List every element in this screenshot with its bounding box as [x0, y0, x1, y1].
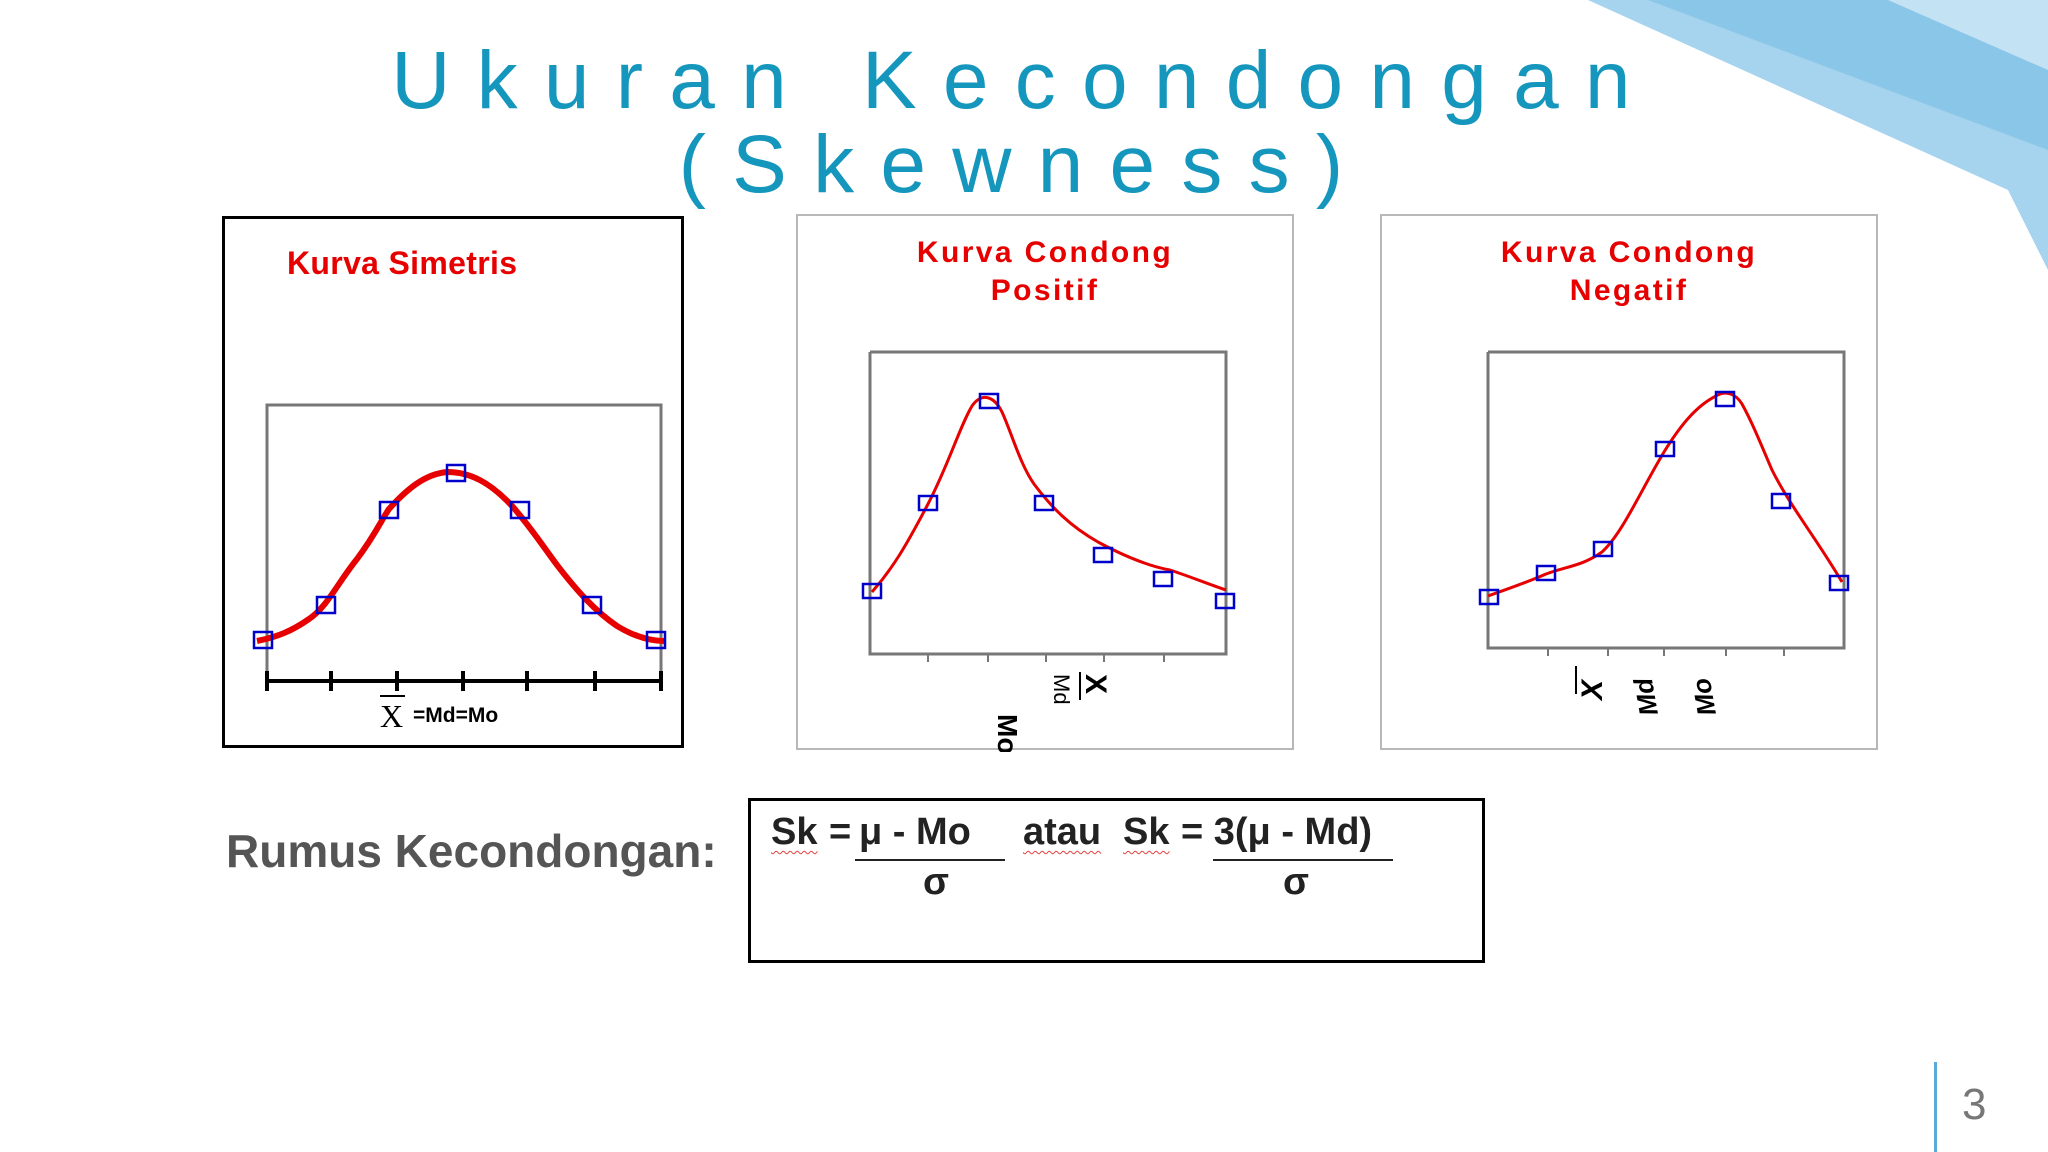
- data-marker: [1214, 592, 1236, 610]
- fraction-line-1: [855, 859, 1005, 861]
- data-marker: [315, 595, 337, 615]
- symmetric-curve-panel: Kurva Simetris X =Md=Mo: [222, 216, 684, 748]
- data-marker: [1654, 440, 1676, 458]
- sk-symbol-2: Sk: [1123, 811, 1170, 853]
- denominator-1: σ: [923, 861, 949, 903]
- positive-skew-panel: Kurva Condong Positif Mo Md X: [796, 214, 1294, 752]
- equals-1: =: [829, 811, 852, 853]
- data-marker: [1033, 494, 1055, 512]
- mean-label: X: [1576, 678, 1609, 702]
- data-marker: [445, 463, 467, 483]
- corner-decoration: [1588, 0, 2048, 270]
- mode-label: Mo: [992, 714, 1023, 752]
- symmetric-curve-graphic: X =Md=Mo: [252, 403, 667, 734]
- slide-title-line2: (Skewness): [678, 119, 1370, 210]
- data-marker: [978, 392, 1000, 410]
- data-marker: [1535, 564, 1557, 582]
- negative-skew-graphic: X Md Mo: [1478, 350, 1850, 718]
- mode-label: Mo: [1686, 676, 1722, 718]
- fraction-line-2: [1213, 859, 1393, 861]
- data-marker: [1092, 546, 1114, 564]
- negative-panel-title-line2: Negatif: [1569, 274, 1689, 307]
- data-marker: [917, 494, 939, 512]
- mean-symbol: X: [380, 698, 403, 734]
- symmetric-panel-title: Kurva Simetris: [287, 245, 518, 281]
- median-label: Md: [1628, 675, 1664, 718]
- negative-panel-title-line1: Kurva Condong: [1500, 236, 1758, 269]
- mean-median-mode-label: =Md=Mo: [413, 704, 498, 727]
- expression-2: = 3(μ - Md): [1181, 811, 1373, 853]
- mean-label: X: [1079, 674, 1112, 694]
- data-marker: [252, 630, 274, 650]
- data-marker: [645, 630, 667, 650]
- positive-panel-title-line1: Kurva Condong: [916, 236, 1174, 269]
- negative-skew-panel: Kurva Condong Negatif X Md Mo: [1380, 214, 1878, 750]
- atau-word: atau: [1023, 811, 1102, 853]
- data-marker: [1770, 492, 1792, 510]
- data-marker: [1592, 540, 1614, 558]
- sk-symbol-1: Sk: [771, 811, 818, 853]
- positive-skew-graphic: Mo Md X: [861, 350, 1236, 752]
- formula-box: Sk = μ - Mo σ atau Sk = 3(μ - Md) σ: [748, 798, 1485, 963]
- median-label: Md: [1049, 674, 1074, 705]
- page-number: 3: [1962, 1080, 1987, 1129]
- data-marker: [1714, 390, 1736, 408]
- denominator-2: σ: [1283, 861, 1309, 903]
- positive-panel-title: Kurva Condong Positif: [798, 234, 1292, 310]
- slide-title-line1: Ukuran Kecondongan: [391, 35, 1657, 126]
- negative-panel-title: Kurva Condong Negatif: [1382, 234, 1876, 310]
- data-marker: [1828, 574, 1850, 592]
- data-marker: [509, 500, 531, 520]
- data-marker: [861, 582, 883, 600]
- positive-panel-title-line2: Positif: [990, 274, 1100, 307]
- data-marker: [1152, 570, 1174, 588]
- numerator-1: μ - Mo: [859, 811, 971, 853]
- page-number-divider: [1934, 1062, 1937, 1152]
- data-marker: [1478, 588, 1500, 606]
- data-marker: [581, 595, 603, 615]
- formula-label: Rumus Kecondongan:: [226, 825, 717, 877]
- data-marker: [378, 500, 400, 520]
